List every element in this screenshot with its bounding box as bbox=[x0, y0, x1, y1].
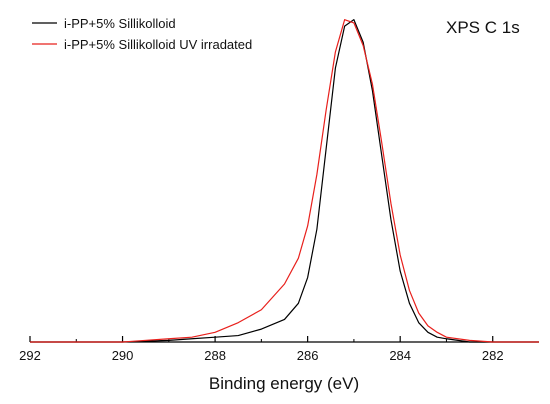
series-line-2 bbox=[30, 19, 539, 343]
x-tick-label-292: 292 bbox=[19, 348, 41, 363]
x-tick-label-286: 286 bbox=[297, 348, 319, 363]
legend-label-series-2: i-PP+5% Sillikolloid UV irradated bbox=[64, 37, 252, 52]
x-tick-label-288: 288 bbox=[204, 348, 226, 363]
legend-label-series-1: i-PP+5% Sillikolloid bbox=[64, 16, 176, 31]
legend: i-PP+5% Sillikolloid i-PP+5% Sillikolloi… bbox=[32, 16, 252, 52]
x-axis-title: Binding energy (eV) bbox=[209, 374, 359, 393]
series-line-1 bbox=[30, 19, 539, 343]
x-tick-labels: 292 290 288 286 284 282 bbox=[19, 348, 503, 363]
series-group bbox=[30, 19, 539, 343]
x-tick-label-284: 284 bbox=[389, 348, 411, 363]
x-tick-label-282: 282 bbox=[482, 348, 504, 363]
plot-area: 292 290 288 286 284 282 bbox=[19, 19, 539, 363]
x-ticks bbox=[29, 336, 494, 342]
chart-annotation: XPS C 1s bbox=[446, 18, 520, 37]
x-tick-label-290: 290 bbox=[112, 348, 134, 363]
